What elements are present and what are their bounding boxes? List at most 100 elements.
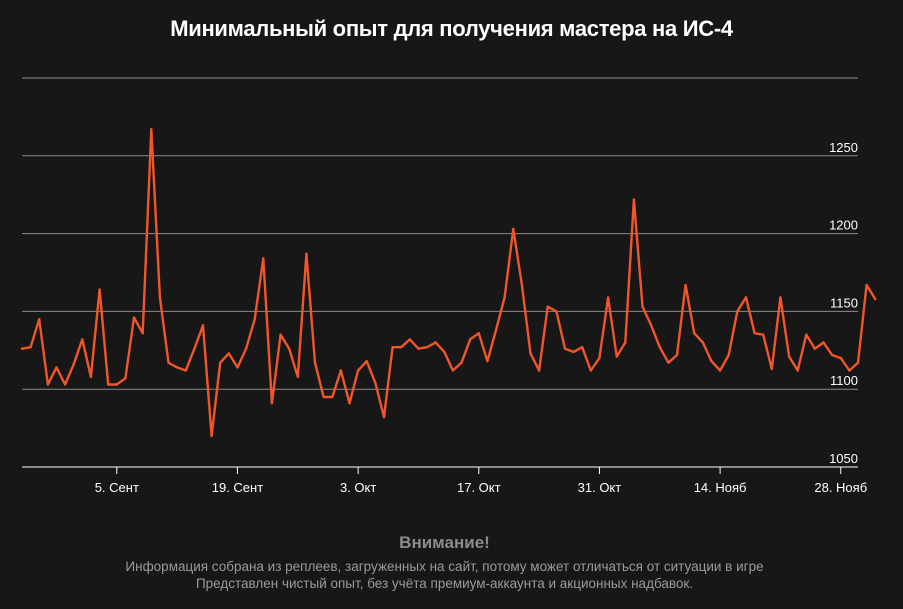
- data-point: [563, 347, 567, 350]
- data-point: [72, 363, 75, 366]
- data-point: [693, 332, 696, 335]
- data-point: [503, 296, 506, 299]
- data-point: [365, 360, 368, 363]
- data-point: [391, 346, 394, 349]
- data-point: [684, 283, 687, 287]
- x-tick-label: 14. Нояб: [694, 480, 747, 495]
- data-point: [63, 383, 67, 386]
- data-point: [124, 377, 127, 380]
- y-tick-label: 1150: [830, 295, 858, 310]
- data-point: [20, 347, 24, 350]
- data-point: [227, 352, 230, 355]
- data-point: [710, 360, 713, 363]
- data-point: [848, 369, 851, 372]
- data-point: [279, 333, 282, 336]
- data-point: [650, 324, 653, 327]
- data-point: [753, 332, 756, 335]
- data-point: [150, 128, 153, 131]
- data-point: [830, 353, 834, 357]
- data-point: [107, 383, 110, 386]
- data-point: [718, 369, 722, 372]
- data-point: [322, 395, 325, 399]
- chart-title: Минимальный опыт для получения мастера н…: [170, 16, 733, 41]
- data-point: [408, 338, 411, 341]
- data-point: [167, 361, 170, 364]
- x-tick-label: 3. Окт: [340, 480, 376, 495]
- data-point: [348, 402, 351, 405]
- data-point: [89, 375, 93, 378]
- data-point: [675, 353, 679, 357]
- data-point: [546, 305, 549, 308]
- data-point: [451, 369, 455, 372]
- data-point: [486, 360, 489, 363]
- data-point: [572, 350, 575, 354]
- data-point: [115, 383, 119, 386]
- data-point: [770, 367, 773, 371]
- y-tick-label: 1050: [829, 451, 858, 466]
- x-tick-label: 19. Сент: [212, 480, 263, 495]
- data-point: [460, 361, 463, 364]
- data-point: [822, 341, 825, 344]
- data-point: [874, 297, 877, 301]
- data-point: [29, 346, 32, 349]
- data-point: [839, 356, 842, 360]
- data-point: [175, 366, 179, 369]
- data-point: [132, 316, 136, 319]
- data-point: [98, 288, 101, 291]
- x-tick-label: 28. Нояб: [814, 480, 867, 495]
- data-point: [184, 369, 187, 372]
- data-point: [744, 296, 748, 299]
- data-point: [219, 361, 222, 364]
- data-point: [615, 355, 618, 358]
- data-point: [701, 341, 705, 344]
- data-point: [529, 352, 532, 355]
- data-point: [331, 395, 334, 399]
- data-point: [141, 332, 144, 335]
- data-point: [46, 383, 50, 386]
- y-tick-label: 1250: [829, 140, 858, 155]
- data-point: [443, 350, 446, 354]
- data-point: [598, 356, 601, 360]
- data-point: [236, 366, 239, 369]
- notice-line-1: Информация собрана из реплеев, загруженн…: [125, 559, 764, 574]
- data-point: [296, 375, 299, 378]
- data-point: [520, 283, 524, 287]
- x-tick-label: 31. Окт: [578, 480, 622, 495]
- data-point: [624, 341, 627, 344]
- data-point: [400, 346, 403, 349]
- data-point: [305, 252, 308, 255]
- data-point: [727, 353, 730, 357]
- data-point: [193, 347, 196, 350]
- x-tick-label: 17. Окт: [457, 480, 501, 495]
- data-point: [374, 381, 377, 385]
- data-point: [641, 305, 644, 308]
- data-point: [589, 369, 592, 372]
- data-point: [494, 328, 498, 332]
- data-point: [417, 347, 420, 350]
- y-axis: 1050 1100 1150 1200 1250: [829, 140, 858, 466]
- data-point: [537, 369, 541, 372]
- data-point: [512, 227, 515, 231]
- data-point: [288, 347, 291, 350]
- y-tick-label: 1100: [830, 373, 858, 388]
- data-point: [356, 369, 360, 372]
- data-point: [779, 296, 782, 299]
- x-axis: 5. Сент 19. Сент 3. Окт 17. Окт 31. Окт 14. Н…: [22, 466, 867, 495]
- data-point: [658, 346, 661, 349]
- data-point: [253, 318, 256, 321]
- data-point: [606, 296, 610, 299]
- x-tick-label: 5. Сент: [95, 480, 139, 495]
- data-point: [632, 198, 636, 201]
- data-point: [425, 346, 429, 349]
- data-point: [667, 361, 670, 364]
- data-point: [434, 341, 437, 344]
- data-point: [55, 366, 58, 369]
- data-point: [555, 310, 558, 313]
- data-point: [865, 283, 868, 287]
- data-point: [158, 296, 162, 299]
- data-point: [270, 402, 274, 405]
- data-point: [210, 434, 213, 438]
- y-tick-label: 1200: [829, 218, 858, 233]
- notice-title: Внимание!: [399, 533, 490, 552]
